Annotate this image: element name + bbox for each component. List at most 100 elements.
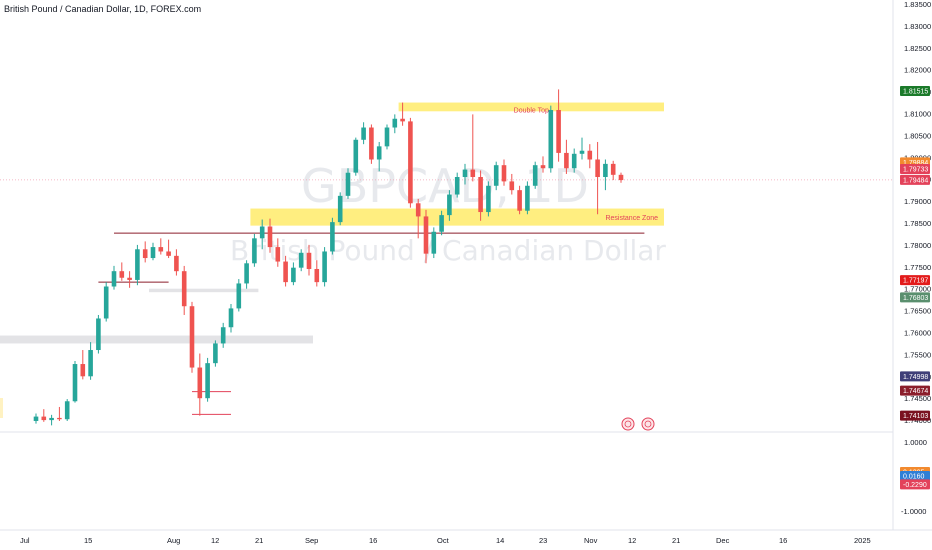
- time-tick-label: 15: [84, 536, 92, 545]
- candle-body: [259, 226, 265, 239]
- candle-body: [267, 226, 273, 248]
- candle-body: [579, 150, 585, 154]
- time-tick-label: 16: [779, 536, 787, 545]
- price-badge-label: 1.76803: [903, 295, 928, 302]
- price-tick-label: 1.80500: [904, 131, 931, 140]
- candle: [462, 163, 468, 185]
- candle: [244, 260, 249, 289]
- candle-body: [330, 222, 335, 252]
- event-icon[interactable]: [641, 417, 655, 431]
- time-tick-label: Jul: [20, 536, 30, 545]
- price-badge-label: 1.79733: [903, 166, 928, 173]
- price-badge[interactable]: -0.2290: [900, 479, 930, 490]
- zone-box[interactable]: [149, 288, 259, 293]
- candle-body: [548, 109, 554, 169]
- candle: [111, 265, 117, 290]
- candle: [376, 141, 382, 172]
- time-tick-label: Sep: [305, 536, 318, 545]
- candle: [135, 244, 140, 286]
- candle: [72, 360, 78, 403]
- candle-body: [486, 185, 491, 213]
- zone-label: Double Top: [514, 108, 549, 115]
- candle: [603, 159, 608, 191]
- price-tick-label: 1.76000: [904, 329, 931, 338]
- candle: [41, 409, 47, 422]
- price-badge[interactable]: 1.74674: [900, 385, 930, 396]
- candle-body: [587, 150, 593, 160]
- candle-body: [439, 215, 444, 232]
- candle-body: [618, 174, 624, 181]
- candle: [509, 173, 515, 195]
- candle-body: [181, 271, 187, 307]
- zone-box[interactable]: [0, 335, 313, 344]
- price-badge[interactable]: 1.79733: [900, 163, 930, 174]
- candle: [556, 89, 561, 162]
- price-badge[interactable]: 1.74998: [900, 371, 930, 382]
- candle-body: [501, 165, 507, 182]
- price-tick-label: 1.77500: [904, 263, 931, 272]
- candle: [166, 239, 171, 259]
- price-badge-label: 1.79484: [903, 177, 928, 184]
- price-badge[interactable]: 1.74103: [900, 410, 930, 421]
- candle-body: [228, 308, 234, 328]
- price-badge[interactable]: 1.79484: [900, 174, 930, 185]
- candle-body: [72, 364, 78, 402]
- price-badge[interactable]: 1.77197: [900, 275, 930, 286]
- candle: [330, 217, 335, 255]
- side-marker: [0, 398, 3, 418]
- candle-body: [540, 165, 546, 169]
- candle: [337, 192, 343, 226]
- candle: [205, 357, 210, 402]
- time-tick-label: 12: [628, 536, 636, 545]
- candle: [579, 137, 585, 160]
- candles: [33, 89, 624, 426]
- candle: [478, 170, 483, 221]
- watermark-name: British Pound / Canadian Dollar: [230, 234, 666, 267]
- candle-body: [298, 252, 304, 268]
- candle-body: [158, 247, 164, 252]
- price-tick-label: 1.83500: [904, 0, 931, 9]
- chart-zones: [0, 102, 664, 344]
- zone-label: Resistance Zone: [605, 215, 658, 222]
- price-badge-label: 0.0160: [903, 473, 925, 480]
- candle-body: [509, 181, 515, 191]
- candle: [80, 350, 86, 380]
- candle: [610, 160, 616, 181]
- time-tick-label: Dec: [716, 536, 730, 545]
- candle: [306, 244, 312, 276]
- time-tick-label: Oct: [437, 536, 450, 545]
- candle-body: [493, 165, 499, 186]
- zone-box[interactable]: [250, 208, 664, 226]
- candle: [532, 161, 538, 189]
- candle-body: [369, 127, 374, 160]
- candle-body: [314, 268, 320, 283]
- price-tick-label: 1.74000: [904, 416, 931, 425]
- candle: [493, 161, 499, 191]
- candle-body: [376, 146, 382, 160]
- price-tick-label: 1.82500: [904, 44, 931, 53]
- candle: [49, 414, 54, 426]
- candle: [158, 238, 164, 255]
- time-tick-label: 14: [496, 536, 504, 545]
- zone-box[interactable]: [398, 102, 664, 112]
- candle: [174, 249, 179, 276]
- candle-body: [353, 139, 359, 173]
- event-icon[interactable]: [621, 417, 635, 431]
- candle: [57, 406, 62, 421]
- candle: [353, 137, 359, 176]
- candle: [283, 255, 288, 287]
- price-badge[interactable]: 1.76803: [900, 292, 930, 303]
- candle-body: [220, 327, 226, 344]
- candle: [228, 304, 234, 333]
- price-badge[interactable]: 1.81515: [900, 85, 930, 96]
- candle-body: [423, 216, 429, 254]
- indicator-axis: 1.0000 -1.0000: [901, 438, 927, 516]
- price-badge-label: 1.77197: [903, 278, 928, 285]
- candle-body: [189, 306, 195, 368]
- candle: [595, 141, 600, 215]
- price-badge[interactable]: 0.0160: [900, 470, 930, 481]
- candle-body: [49, 417, 54, 421]
- candle: [236, 279, 242, 312]
- candle-body: [571, 153, 577, 169]
